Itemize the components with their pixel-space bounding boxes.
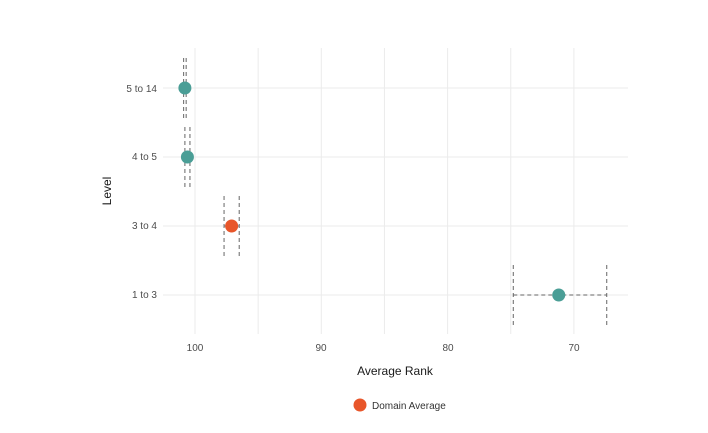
legend: Domain Average	[353, 398, 446, 412]
x-tick-70: 70	[568, 343, 580, 354]
x-tick-80: 80	[442, 343, 454, 354]
y-tick-3-to-4: 3 to 4	[132, 221, 157, 232]
error-bars	[183, 58, 608, 325]
x-tick-90: 90	[315, 343, 327, 354]
y-tick-5-to-14: 5 to 14	[126, 84, 157, 95]
domain-average-point	[225, 219, 239, 233]
y-tick-1-to-3: 1 to 3	[132, 290, 157, 301]
level-point	[180, 150, 194, 164]
level-point	[552, 288, 566, 302]
y-axis-title: Level	[100, 177, 114, 206]
data-points	[178, 81, 566, 302]
x-tick-100: 100	[187, 343, 204, 354]
grid-lines	[163, 48, 628, 334]
y-tick-4-to-5: 4 to 5	[132, 152, 157, 163]
level-point	[178, 81, 192, 95]
legend-label: Domain Average	[372, 401, 446, 412]
legend-dot-icon	[353, 398, 367, 412]
x-axis-title: Average Rank	[357, 364, 434, 378]
